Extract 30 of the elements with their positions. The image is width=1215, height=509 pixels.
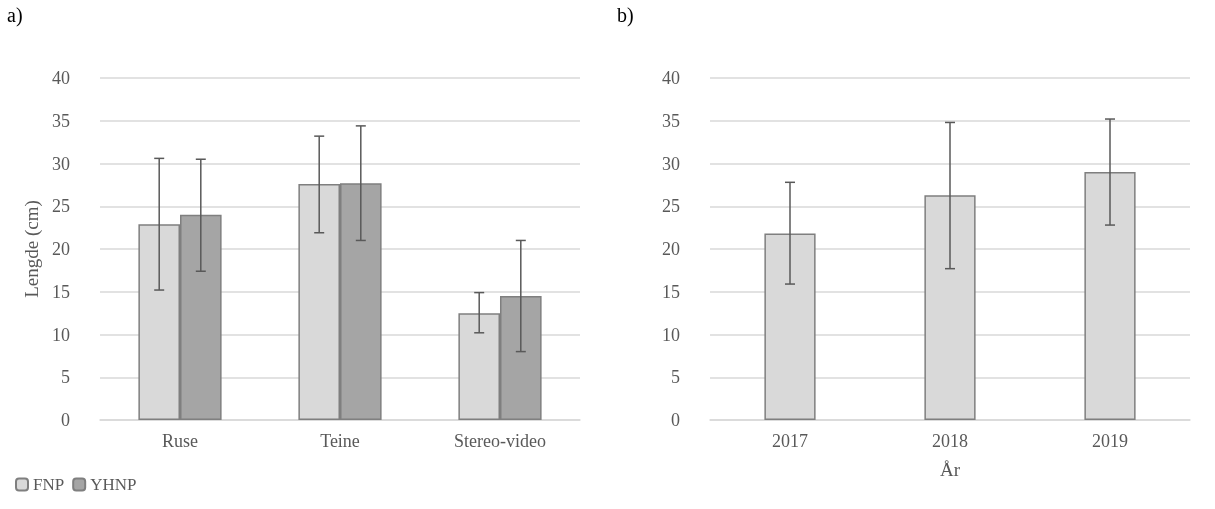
y-tick-label: 40: [662, 68, 680, 88]
x-tick-label: Ruse: [162, 431, 199, 451]
x-axis-title: År: [939, 459, 961, 480]
y-tick-label: 30: [52, 153, 70, 174]
y-tick-label: 5: [671, 367, 680, 388]
y-tick-label: 25: [662, 196, 680, 217]
y-tick-label: 5: [61, 367, 70, 388]
y-tick-label: 15: [662, 281, 680, 302]
y-tick-label: 10: [662, 324, 680, 345]
y-tick-label: 0: [61, 410, 70, 430]
y-tick-label: 10: [52, 324, 70, 345]
y-tick-label: 30: [662, 153, 680, 174]
x-tick-label: 2019: [1092, 431, 1128, 451]
y-tick-label: 35: [52, 110, 70, 131]
y-tick-label: 35: [662, 110, 680, 131]
y-tick-label: 0: [671, 410, 680, 430]
legend-label: FNP: [33, 475, 65, 494]
y-tick-label: 25: [52, 196, 70, 217]
x-tick-label: Stereo-video: [454, 431, 546, 451]
x-tick-label: Teine: [320, 431, 360, 451]
chart-title: b): [617, 4, 634, 27]
y-tick-label: 15: [52, 281, 70, 302]
y-axis-title: Lengde (cm): [21, 200, 44, 298]
chart-title: a): [7, 4, 23, 27]
x-tick-label: 2018: [932, 431, 968, 451]
x-tick-label: 2017: [772, 431, 808, 451]
y-tick-label: 20: [662, 239, 680, 259]
y-tick-label: 20: [52, 239, 70, 259]
legend-label: YHNP: [90, 475, 137, 494]
y-tick-label: 40: [52, 68, 70, 88]
